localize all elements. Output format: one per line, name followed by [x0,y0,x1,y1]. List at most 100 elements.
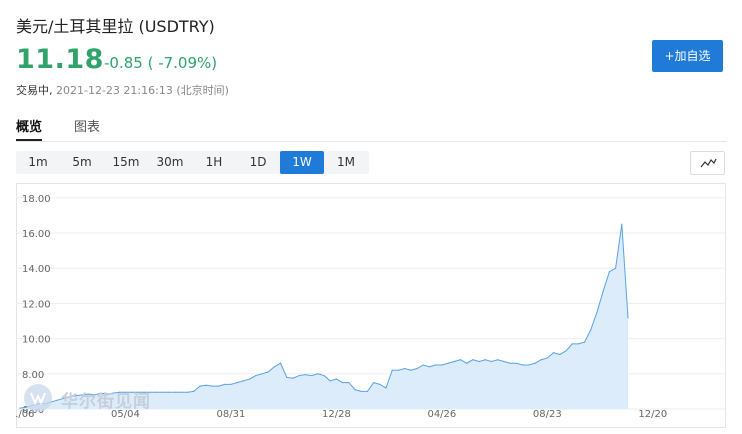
period-1h-button[interactable]: 1H [205,155,223,169]
data-point [379,383,381,385]
x-tick-label: 08/23 [533,409,562,420]
data-point [298,374,300,377]
data-point [267,371,269,373]
data-point [310,374,313,377]
data-point [366,390,369,392]
data-point [323,374,325,377]
data-point [627,317,629,319]
data-point [100,392,102,394]
data-point [373,382,375,384]
data-point [503,360,505,363]
price-change: -0.85 ( -7.09%) [104,54,218,72]
data-point [478,360,480,363]
data-point [19,407,21,409]
data-point [571,343,573,345]
add-to-watchlist-button[interactable]: +加自选 [652,40,723,72]
data-point [124,391,127,393]
period-5m-button[interactable]: 5m [72,155,92,169]
period-1d-button[interactable]: 1D [249,155,267,169]
data-point [416,367,418,370]
data-point [534,362,536,364]
data-point [69,396,71,398]
data-point [466,362,468,364]
data-point [608,271,610,273]
x-tick-label: 08/31 [217,409,246,420]
x-tick-label: 04/26 [427,409,456,420]
x-tick-label: 05/04 [111,409,140,420]
quote-datetime: 2021-12-23 21:16:13 (北京时间) [56,84,229,97]
status-label: 交易中 [16,84,49,97]
active-tab-indicator [16,139,42,141]
x-tick-label: 01/06 [16,409,34,420]
period-15m-button[interactable]: 15m [112,155,140,169]
data-point [81,394,83,396]
trading-status: 交易中, 2021-12-23 21:16:13 (北京时间) [16,82,229,98]
y-tick-label: 10.00 [22,335,51,346]
data-point [199,385,201,387]
data-point [515,362,517,364]
watermark-text: 华尔街见闻 [61,392,151,412]
page-title: 美元/土耳其里拉 (USDTRY) [16,17,215,36]
data-point [546,357,548,359]
tab-overview[interactable]: 概览 [16,120,43,135]
data-point [230,383,232,385]
data-point [577,343,579,345]
data-point [186,391,189,393]
data-point [317,373,319,375]
price-area [20,224,628,409]
x-tick-label: 12/28 [322,409,351,420]
y-tick-label: 14.00 [22,264,51,275]
data-point [385,387,387,389]
data-point [565,350,567,352]
tab-chart[interactable]: 图表 [74,120,101,135]
data-point [242,380,244,382]
data-point [354,389,356,391]
period-30m-button[interactable]: 30m [156,155,184,169]
wallstreetcn-logo-icon [24,384,52,412]
data-point [342,382,344,384]
data-point [528,364,530,366]
data-point [596,311,598,313]
y-tick-label: 12.00 [22,299,51,310]
data-point [391,369,393,371]
data-point [590,329,592,331]
data-point [149,391,151,393]
data-point [559,353,561,356]
data-point [304,374,306,376]
chart-type-button[interactable] [690,151,725,175]
data-point [621,223,623,225]
data-point [93,394,96,396]
data-point [168,391,170,393]
data-point [143,391,145,393]
data-point [348,382,350,384]
data-point [205,384,207,386]
x-tick-label: 12/20 [638,409,667,420]
data-point [87,393,89,395]
status-separator: , [49,84,53,97]
price-chart[interactable]: 18.0016.0014.0012.0010.008.006.0001/0605… [16,183,726,428]
data-point [286,376,288,378]
data-point [217,385,220,387]
data-point [459,359,462,361]
data-point [174,391,176,393]
data-point [428,366,431,368]
data-point [540,359,542,361]
data-point [224,383,226,385]
data-point [292,377,294,379]
data-point [279,362,282,364]
data-point [335,378,338,380]
data-point [155,391,158,393]
period-1w-button[interactable]: 1W [280,151,324,174]
data-point [472,359,474,361]
data-point [404,367,406,370]
period-1m-button[interactable]: 1m [28,155,48,169]
data-point [583,341,586,343]
period-1m-button[interactable]: 1M [337,155,355,169]
data-point [497,359,499,361]
watermark: 华尔街见闻 [24,384,150,414]
data-point [397,369,400,371]
data-point [106,393,108,395]
data-point [211,385,213,387]
data-point [422,364,424,366]
data-point [273,366,275,368]
